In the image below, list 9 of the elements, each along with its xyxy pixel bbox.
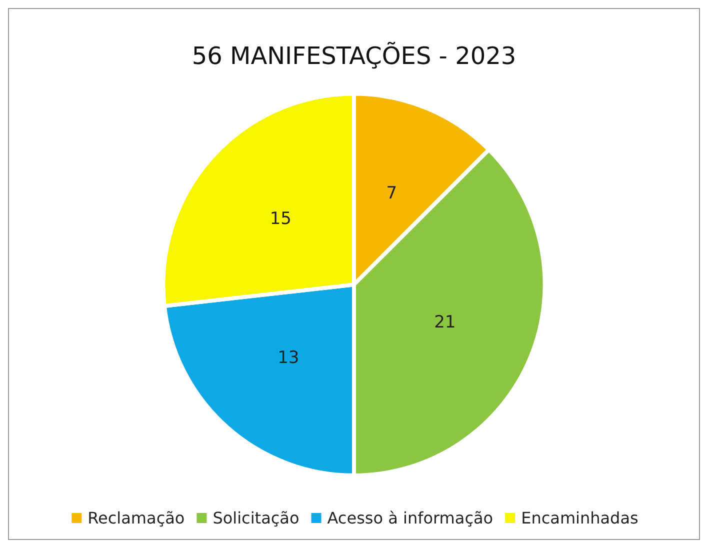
data-label: 13 bbox=[278, 348, 300, 368]
data-label: 21 bbox=[434, 312, 456, 332]
chart-title: 56 MANIFESTAÇÕES - 2023 bbox=[192, 41, 516, 70]
legend-label: Encaminhadas bbox=[521, 508, 638, 528]
legend-label: Solicitação bbox=[212, 508, 300, 528]
legend-label: Reclamação bbox=[88, 508, 185, 528]
data-label: 7 bbox=[386, 184, 398, 204]
data-label: 15 bbox=[270, 209, 292, 230]
legend-label: Acesso à informação bbox=[327, 508, 494, 528]
